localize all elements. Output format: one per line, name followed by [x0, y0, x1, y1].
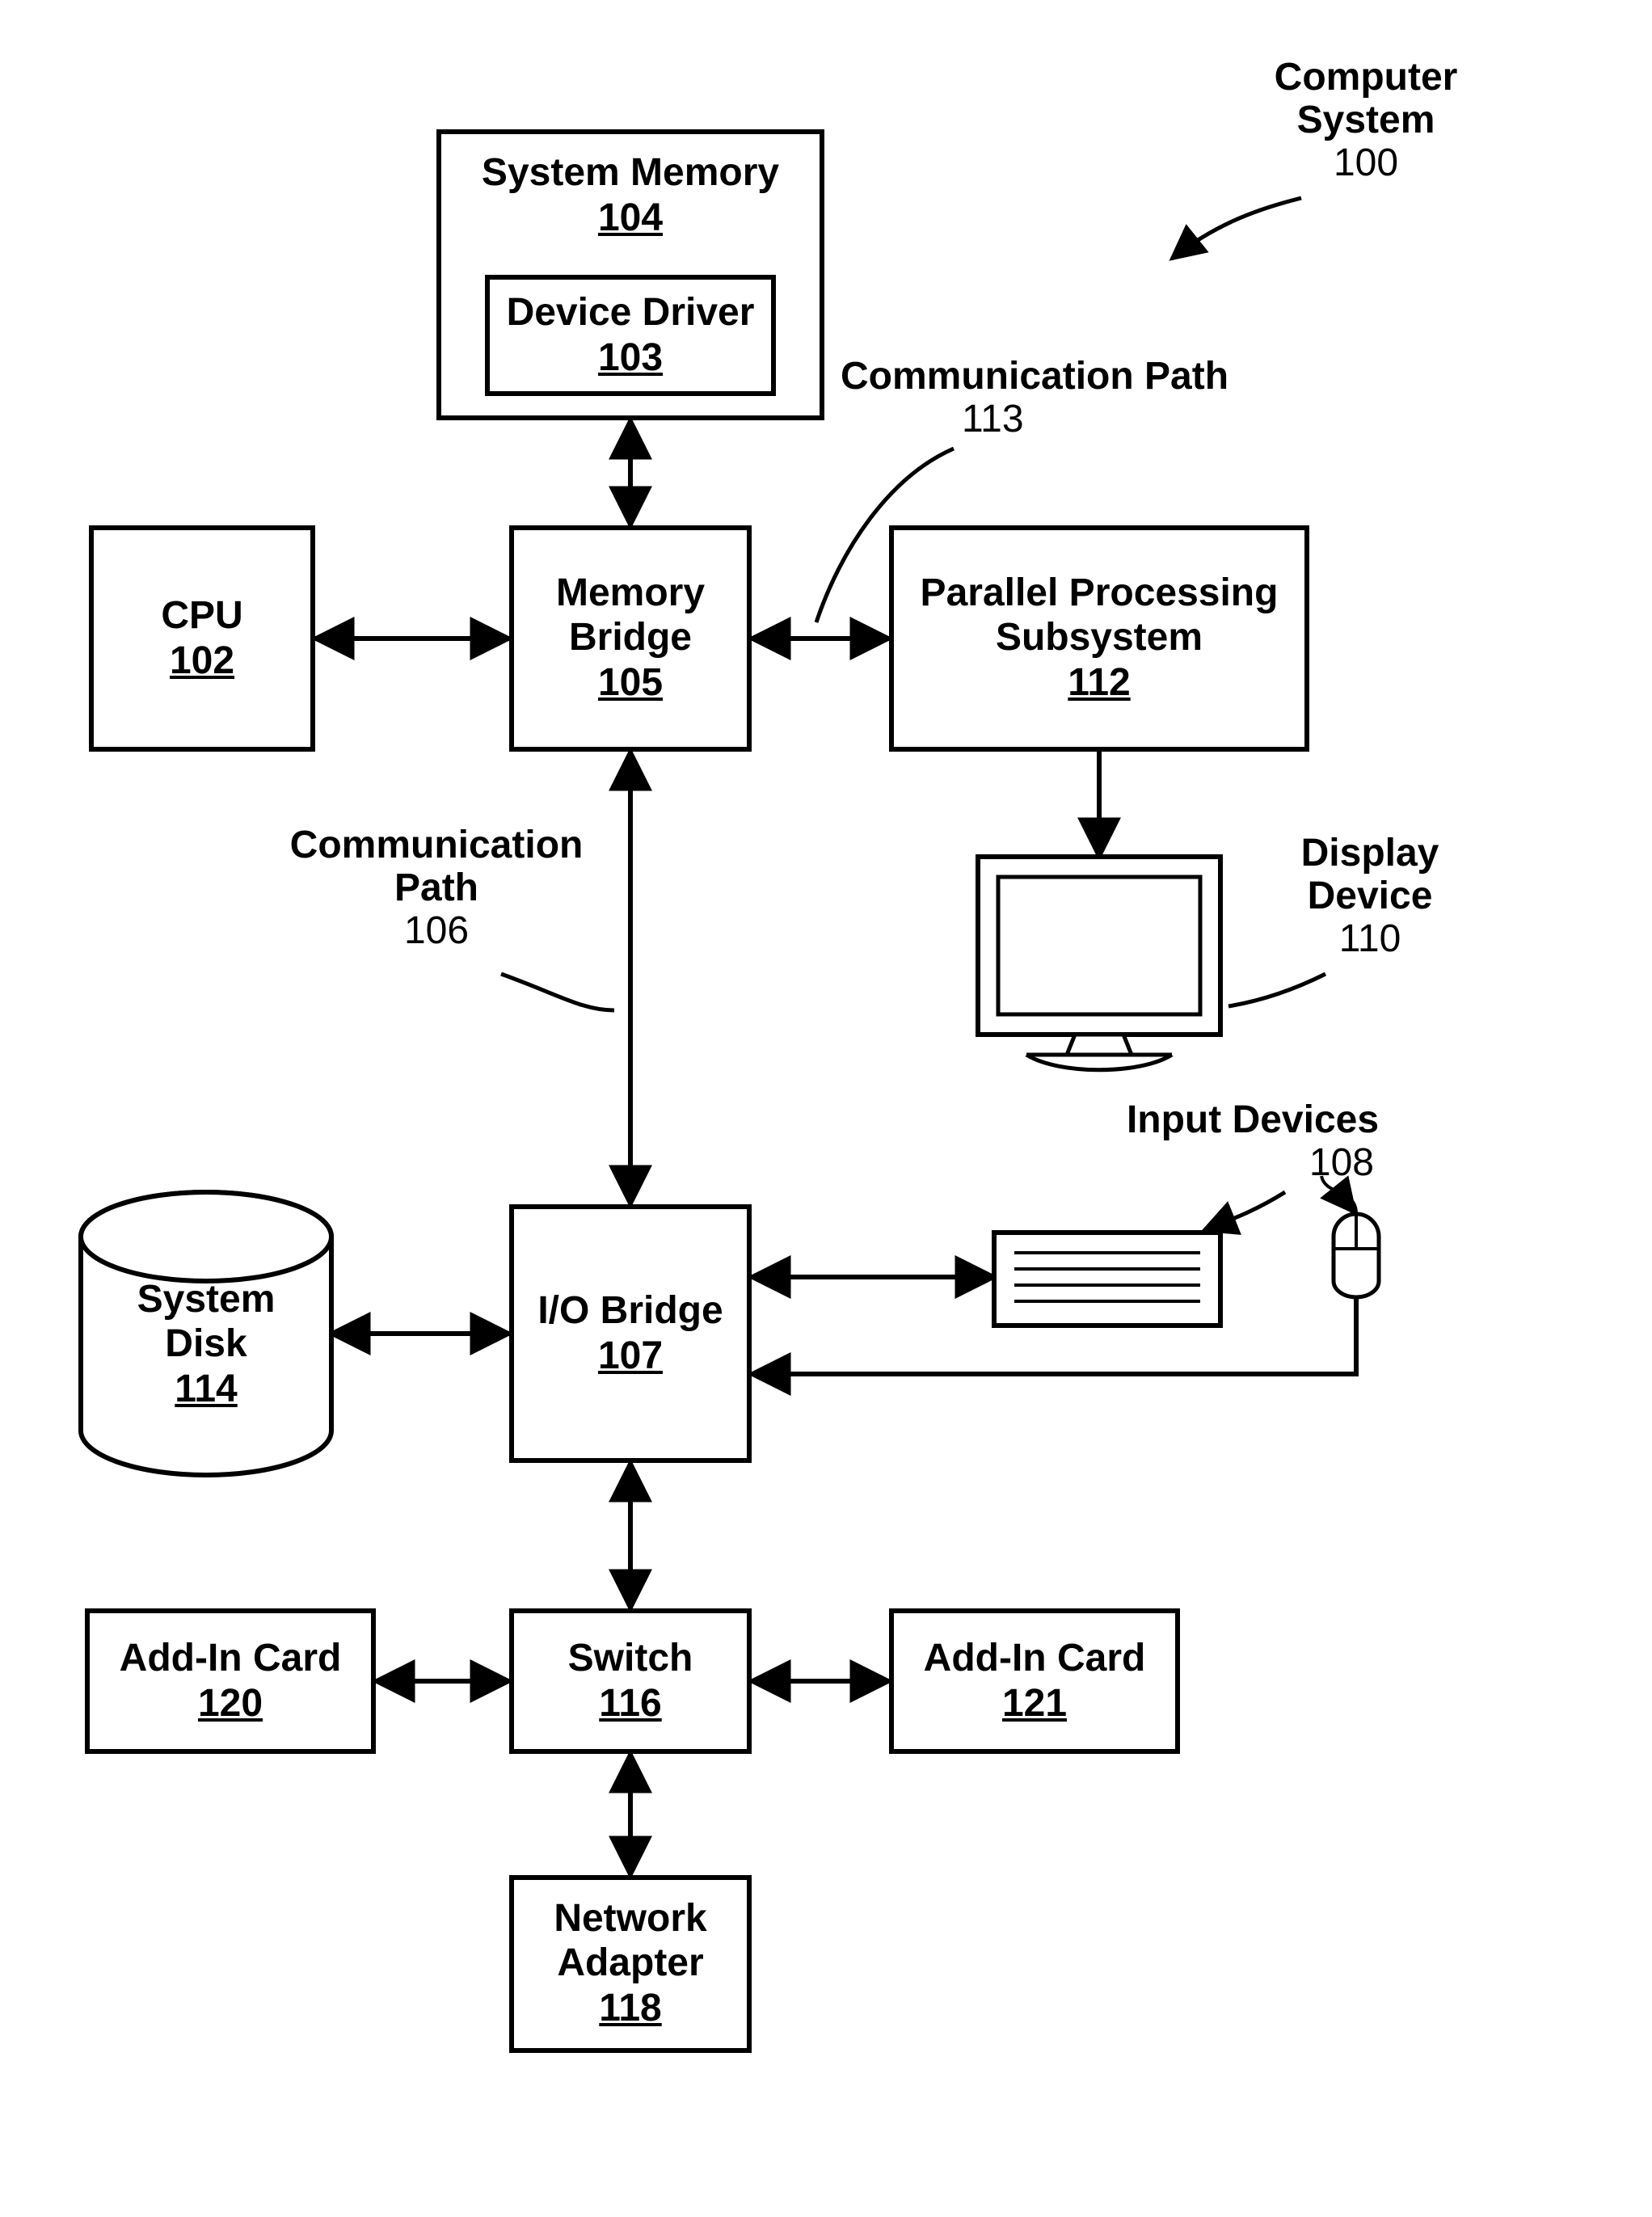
disk-title: System Disk — [125, 1277, 287, 1366]
addin-right-num: 121 — [1002, 1680, 1067, 1727]
label-display-num: 110 — [1269, 918, 1471, 961]
pointer-input-kbd — [1204, 1192, 1285, 1230]
addin-left-box: Add-In Card 120 — [85, 1608, 376, 1754]
label-input-l1: Input Devices — [1107, 1099, 1398, 1142]
label-computer-system-num: 100 — [1237, 142, 1495, 185]
net-adapter-num: 118 — [599, 1985, 661, 2032]
keyboard-shape — [994, 1233, 1220, 1326]
label-display-device: Display Device 110 — [1269, 832, 1471, 960]
label-comm-106-l1: Communication — [283, 824, 590, 867]
memory-bridge-num: 105 — [598, 660, 663, 706]
label-comm-113-num: 113 — [841, 398, 1293, 441]
addin-right-title: Add-In Card — [924, 1636, 1146, 1680]
system-memory-title: System Memory — [482, 150, 779, 195]
net-adapter-box: Network Adapter 118 — [509, 1875, 752, 2053]
pointer-computer-system — [1172, 198, 1301, 259]
disk-num: 114 — [125, 1366, 287, 1413]
label-computer-system-l2: System — [1237, 99, 1495, 142]
label-comm-113: Communication Path 113 — [841, 356, 1293, 441]
device-driver-box: Device Driver 103 — [485, 275, 776, 396]
pointer-comm-106 — [501, 974, 614, 1010]
switch-num: 116 — [599, 1680, 661, 1727]
pps-title: Parallel Processing Subsystem — [921, 571, 1279, 660]
switch-box: Switch 116 — [509, 1608, 752, 1754]
label-comm-106-num: 106 — [283, 910, 590, 953]
label-comm-113-l1: Communication Path — [841, 356, 1293, 398]
cpu-box: CPU 102 — [89, 525, 315, 752]
label-display-l1: Display — [1269, 832, 1471, 875]
label-comm-106: Communication Path 106 — [283, 824, 590, 952]
diagram-connectors — [0, 0, 1652, 2217]
label-display-l2: Device — [1269, 875, 1471, 918]
pps-num: 112 — [1068, 660, 1130, 706]
memory-bridge-box: Memory Bridge 105 — [509, 525, 752, 752]
io-bridge-title: I/O Bridge — [537, 1288, 723, 1333]
disk-label: System Disk 114 — [125, 1277, 287, 1413]
label-input-devices: Input Devices 108 — [1107, 1099, 1398, 1185]
io-bridge-num: 107 — [598, 1333, 663, 1380]
cpu-title: CPU — [161, 593, 242, 638]
switch-title: Switch — [568, 1636, 693, 1680]
pps-box: Parallel Processing Subsystem 112 — [889, 525, 1309, 752]
addin-right-box: Add-In Card 121 — [889, 1608, 1180, 1754]
device-driver-num: 103 — [598, 335, 663, 381]
mouse-shape — [1321, 1176, 1379, 1297]
label-comm-106-l2: Path — [283, 867, 590, 910]
cpu-num: 102 — [170, 638, 234, 685]
pointer-display-110 — [1228, 974, 1325, 1006]
memory-bridge-title: Memory Bridge — [556, 571, 705, 660]
display-shape — [978, 857, 1220, 1070]
system-memory-num: 104 — [598, 195, 663, 242]
addin-left-title: Add-In Card — [120, 1636, 342, 1680]
net-adapter-title: Network Adapter — [554, 1896, 706, 1985]
label-input-num: 108 — [1107, 1142, 1398, 1185]
addin-left-num: 120 — [198, 1680, 263, 1727]
label-computer-system-l1: Computer — [1237, 57, 1495, 99]
device-driver-title: Device Driver — [507, 290, 755, 335]
io-bridge-box: I/O Bridge 107 — [509, 1204, 752, 1463]
label-computer-system: Computer System 100 — [1237, 57, 1495, 184]
